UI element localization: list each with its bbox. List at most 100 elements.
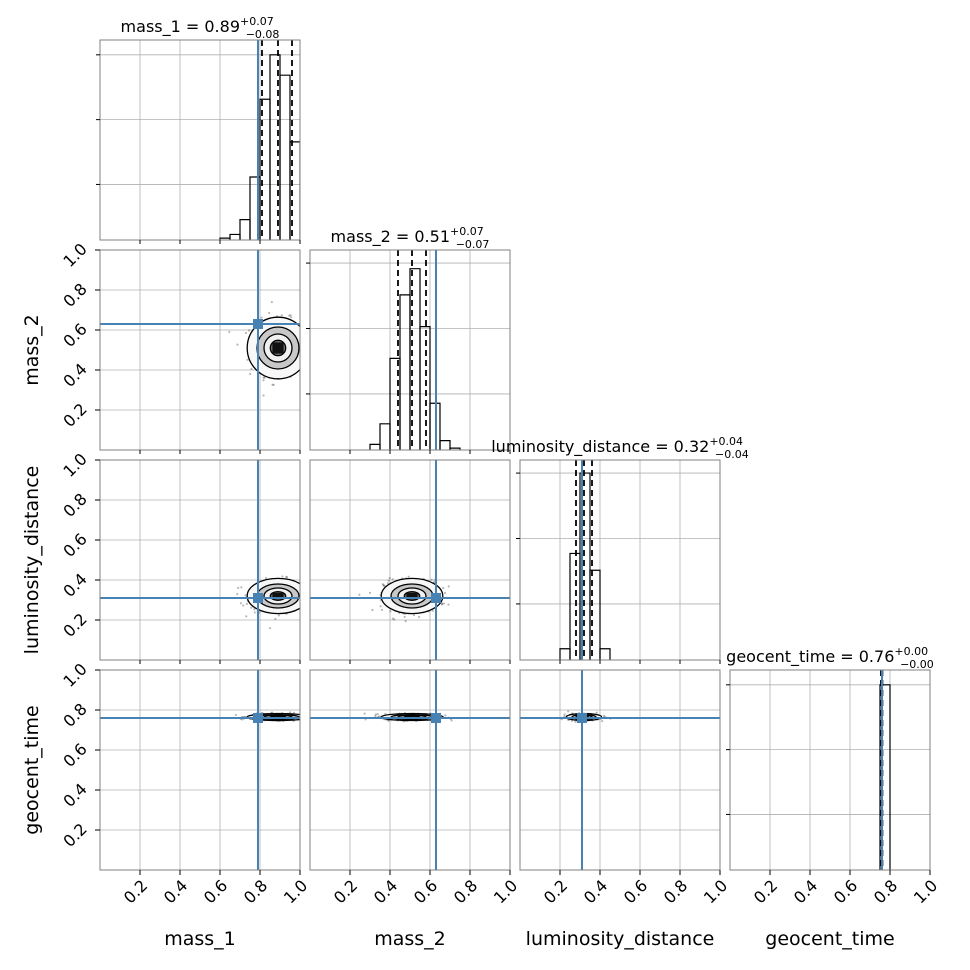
sample-point: [249, 372, 252, 375]
sample-point: [321, 589, 323, 591]
x-tick-label: 0.8: [240, 876, 271, 907]
sample-point: [563, 713, 566, 716]
panel-title: luminosity_distance = 0.32+0.04 −0.04: [491, 435, 749, 461]
sample-point: [300, 714, 302, 716]
y-axis-label: mass_2: [21, 314, 43, 386]
sample-point: [403, 615, 406, 619]
sample-point: [244, 331, 248, 335]
x-tick-label: 0.2: [540, 876, 571, 907]
sample-point: [358, 593, 361, 596]
x-tick-label: 0.2: [750, 876, 781, 907]
sample-point: [302, 343, 304, 345]
histogram-bar: [369, 443, 381, 450]
panel-frame: [519, 669, 721, 871]
sample-point: [300, 718, 302, 720]
title-value: mass_1 = 0.89: [121, 17, 240, 37]
sample-point: [305, 579, 307, 581]
sample-point: [378, 715, 381, 718]
sample-point: [277, 614, 281, 617]
y-axis-label: geocent_time: [21, 705, 43, 834]
histogram-bar: [419, 326, 431, 450]
sample-point: [316, 351, 318, 353]
histogram: [559, 472, 611, 660]
sample-point: [393, 618, 396, 621]
sample-point: [253, 608, 256, 611]
y-tick-label: 0.8: [59, 279, 90, 310]
histogram-bar: [449, 447, 461, 450]
sample-point: [307, 600, 309, 602]
sample-point: [280, 314, 283, 317]
sample-point: [306, 714, 308, 716]
panel-frame: [99, 669, 301, 871]
sample-point: [234, 713, 237, 717]
sample-point: [574, 720, 577, 723]
truth-marker: [577, 713, 587, 723]
panel-frame: [309, 459, 511, 661]
sample-point: [380, 608, 384, 611]
y-tick-label: 0.6: [59, 739, 90, 770]
density-contours: [380, 577, 444, 615]
x-tick-label: 1.0: [910, 876, 941, 907]
x-tick-label: 0.8: [450, 876, 481, 907]
sample-point: [417, 615, 421, 619]
sample-point: [307, 355, 309, 357]
panel-frame: [519, 459, 721, 661]
sample-point: [248, 329, 251, 332]
marks-layer: [219, 40, 891, 870]
sample-point: [301, 598, 303, 600]
panel-frame: [99, 459, 301, 661]
sample-point: [289, 314, 292, 317]
sample-point: [242, 604, 245, 607]
sample-point: [303, 715, 305, 717]
sample-point: [262, 379, 265, 382]
title-lower-error: −0.04: [715, 448, 749, 461]
sample-point: [310, 594, 312, 596]
y-tick-label: 0.4: [59, 359, 90, 390]
sample-point: [239, 602, 243, 605]
sample-point: [374, 715, 377, 718]
y-axis-label: luminosity_distance: [21, 466, 43, 655]
sample-point: [444, 714, 447, 717]
sample-point: [272, 383, 275, 386]
x-tick-label: 0.4: [790, 876, 821, 907]
title-lower-error: −0.00: [900, 658, 934, 671]
sample-point: [240, 586, 243, 589]
sample-point: [245, 615, 248, 618]
sample-point: [270, 301, 273, 304]
sample-point: [301, 348, 303, 350]
title-upper-error: +0.04: [709, 435, 743, 448]
sample-point: [302, 717, 304, 719]
sample-point: [262, 394, 265, 397]
sample-point: [263, 376, 266, 379]
sample-point: [268, 311, 271, 315]
sample-point: [310, 608, 312, 610]
sample-point: [236, 593, 239, 596]
frames-layer: [95, 39, 931, 875]
histogram-bar: [589, 569, 601, 660]
sample-point: [376, 712, 379, 716]
title-upper-error: +0.07: [240, 15, 274, 28]
sample-point: [306, 714, 308, 716]
title-value: geocent_time = 0.76: [726, 647, 894, 667]
histogram-bar: [289, 141, 300, 240]
panel-frame: [99, 249, 301, 451]
x-tick-label: 0.2: [120, 876, 151, 907]
sample-point: [307, 717, 309, 719]
sample-point: [307, 589, 309, 591]
truth-marker: [431, 593, 441, 603]
sample-point: [303, 715, 305, 717]
sample-point: [315, 375, 317, 377]
title-upper-error: +0.00: [894, 645, 928, 658]
sample-point: [302, 353, 304, 355]
sample-point: [305, 714, 307, 716]
histogram-bar: [379, 423, 391, 450]
sample-point: [281, 575, 284, 578]
y-tick-label: 1.0: [59, 659, 90, 690]
sample-point: [389, 610, 392, 613]
sample-point: [288, 711, 292, 714]
sample-point: [285, 575, 288, 579]
x-tick-label: 0.8: [660, 876, 691, 907]
histogram-bar: [559, 648, 571, 660]
title-lower-error: −0.07: [456, 238, 490, 251]
y-tick-label: 1.0: [59, 449, 90, 480]
